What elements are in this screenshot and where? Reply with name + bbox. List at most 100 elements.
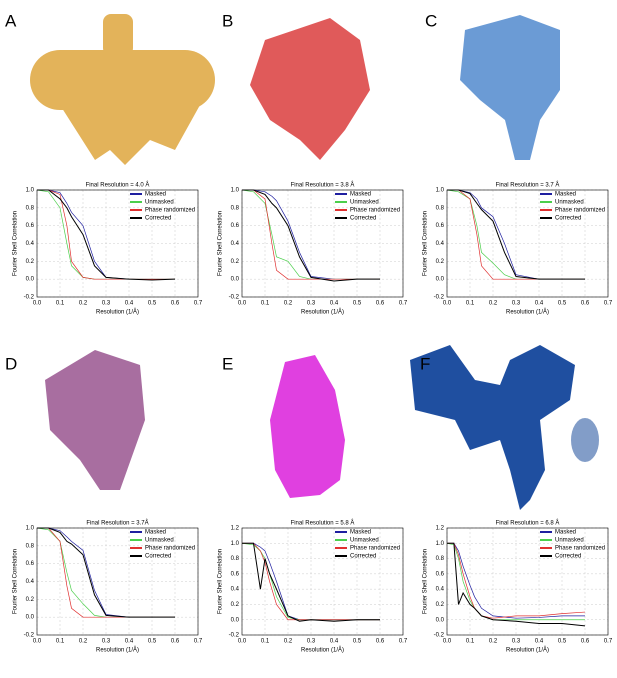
y-tick-label: 1.0 <box>231 188 240 194</box>
plot-frame <box>446 189 609 298</box>
x-tick-label: 0.7 <box>604 301 613 307</box>
x-tick-label: 0.3 <box>307 639 316 645</box>
y-tick-label: 0.0 <box>26 615 35 621</box>
y-tick-label: 1.0 <box>436 541 445 547</box>
x-tick-label: 0.2 <box>284 301 293 307</box>
y-tick-label: 1.2 <box>436 526 445 532</box>
x-tick-label: 0.7 <box>399 639 408 645</box>
x-tick-label: 0.1 <box>56 301 65 307</box>
legend-label: Masked <box>555 192 576 198</box>
map-d <box>45 350 145 490</box>
plot-frame <box>36 527 199 636</box>
x-tick-label: 0.6 <box>581 301 590 307</box>
y-tick-label: 0.8 <box>436 556 445 562</box>
panel-label: F <box>420 354 430 373</box>
x-tick-label: 0.4 <box>125 639 134 645</box>
y-tick-label: 1.0 <box>26 526 35 532</box>
y-tick-label: 0.6 <box>26 561 35 567</box>
fsc-line <box>37 189 176 281</box>
y-tick-label: 0.2 <box>436 259 445 265</box>
legend-label: Unmasked <box>555 538 584 544</box>
y-axis-label: Fourier Shell Correlation <box>218 549 224 614</box>
y-tick-label: -0.2 <box>24 295 35 301</box>
x-tick-label: 0.2 <box>79 639 88 645</box>
legend-label: Corrected <box>555 216 581 222</box>
panel-label: D <box>5 354 17 373</box>
fsc-line <box>242 189 380 282</box>
legend-label: Unmasked <box>555 200 584 206</box>
x-axis-label: Resolution (1/Å) <box>301 309 344 316</box>
y-tick-label: 1.2 <box>231 526 240 532</box>
y-tick-label: 0.6 <box>436 223 445 229</box>
y-tick-label: 0.8 <box>231 205 240 211</box>
y-tick-label: 0.6 <box>231 223 240 229</box>
x-tick-label: 0.2 <box>489 301 498 307</box>
fsc-line <box>37 527 175 618</box>
y-tick-label: 0.8 <box>26 543 35 549</box>
y-axis-label: Fourier Shell Correlation <box>13 211 19 276</box>
y-tick-label: 0.2 <box>231 259 240 265</box>
map-e <box>270 355 345 498</box>
chart-title: Final Resolution = 4.0 Å <box>86 182 150 189</box>
y-tick-label: 0.4 <box>26 241 35 247</box>
legend-label: Unmasked <box>145 200 174 206</box>
x-tick-label: 0.7 <box>194 301 203 307</box>
legend-label: Phase randomized <box>555 208 605 214</box>
y-tick-label: 1.0 <box>26 188 35 194</box>
fsc-line <box>447 542 586 627</box>
plot-frame <box>36 189 199 298</box>
y-tick-label: 0.8 <box>436 205 445 211</box>
x-tick-label: 0.3 <box>102 301 111 307</box>
panel-label: A <box>5 11 17 30</box>
y-tick-label: 0.0 <box>26 277 35 283</box>
legend-label: Phase randomized <box>350 546 400 552</box>
legend-label: Corrected <box>350 216 376 222</box>
x-axis-label: Resolution (1/Å) <box>506 309 549 316</box>
x-tick-label: 0.7 <box>194 639 203 645</box>
y-tick-label: 0.2 <box>26 259 35 265</box>
y-tick-label: 0.4 <box>436 587 445 593</box>
y-tick-label: 0.2 <box>231 602 240 608</box>
x-tick-label: 0.3 <box>512 301 521 307</box>
x-tick-label: 0.1 <box>56 639 65 645</box>
x-tick-label: 0.4 <box>535 301 544 307</box>
chart-title: Final Resolution = 5.8 Å <box>291 520 355 527</box>
y-tick-label: -0.2 <box>229 633 240 639</box>
x-tick-label: 0.6 <box>171 639 180 645</box>
chart-title: Final Resolution = 6.8 Å <box>496 520 560 527</box>
y-tick-label: 0.2 <box>436 602 445 608</box>
x-tick-label: 0.2 <box>79 301 88 307</box>
x-tick-label: 0.6 <box>376 639 385 645</box>
x-tick-label: 0.3 <box>102 639 111 645</box>
y-tick-label: 0.4 <box>231 241 240 247</box>
legend-label: Corrected <box>350 554 376 560</box>
x-axis-label: Resolution (1/Å) <box>96 647 139 654</box>
legend-label: Phase randomized <box>145 208 195 214</box>
map-a <box>30 14 215 165</box>
x-tick-label: 0.3 <box>512 639 521 645</box>
y-tick-label: -0.2 <box>434 633 445 639</box>
y-tick-label: 0.4 <box>436 241 445 247</box>
legend-label: Phase randomized <box>350 208 400 214</box>
chart-title: Final Resolution = 3.7Å <box>86 520 148 527</box>
legend-label: Masked <box>145 530 166 536</box>
y-tick-label: 0.0 <box>231 277 240 283</box>
x-tick-label: 0.5 <box>558 301 567 307</box>
x-tick-label: 0.4 <box>330 301 339 307</box>
fsc-line <box>242 542 380 621</box>
fsc-line <box>242 189 380 280</box>
y-tick-label: 1.0 <box>436 188 445 194</box>
x-tick-label: 0.6 <box>171 301 180 307</box>
panel-label: B <box>222 11 233 30</box>
legend-label: Corrected <box>555 554 581 560</box>
y-axis-label: Fourier Shell Correlation <box>13 549 19 614</box>
x-tick-label: 0.0 <box>238 639 247 645</box>
y-tick-label: 0.6 <box>26 223 35 229</box>
x-tick-label: 0.0 <box>443 301 452 307</box>
legend-label: Unmasked <box>145 538 174 544</box>
legend-label: Unmasked <box>350 538 379 544</box>
x-tick-label: 0.6 <box>581 639 590 645</box>
x-tick-label: 0.0 <box>238 301 247 307</box>
x-axis-label: Resolution (1/Å) <box>96 309 139 316</box>
